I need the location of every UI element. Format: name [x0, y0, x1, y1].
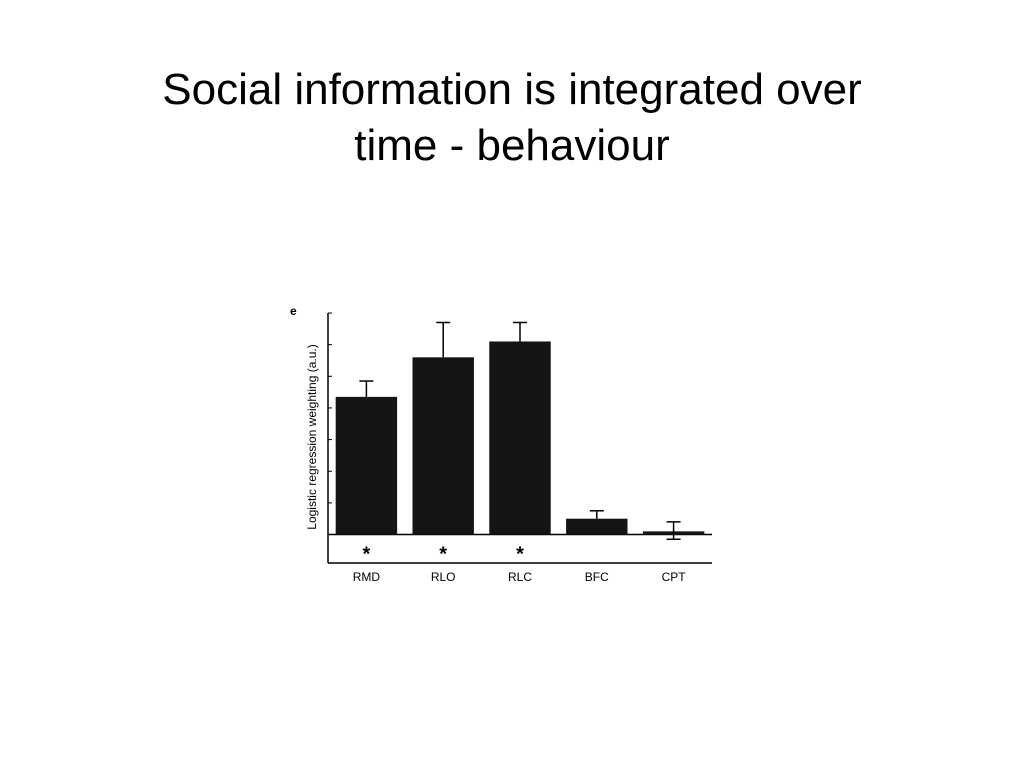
panel-label: e: [290, 304, 297, 318]
x-tick-label-rmd: RMD: [353, 570, 381, 584]
bar-rmd: [335, 396, 398, 535]
slide-title-line-1: Social information is integrated over: [162, 65, 862, 114]
chart-labels: RMD * RLO * RLC * BFC CPT: [353, 544, 687, 584]
bar-bfc: [566, 518, 628, 535]
x-tick-label-rlo: RLO: [431, 570, 456, 584]
significance-marker-rmd: *: [363, 544, 371, 566]
x-tick-label-bfc: BFC: [585, 570, 609, 584]
y-axis-label: Logistic regression weighting (a.u.): [305, 344, 319, 529]
bar-rlc: [489, 341, 551, 535]
bar-chart: e Logistic regression weighting (a.u.) R…: [290, 304, 712, 584]
slide-title: Social information is integrated over ti…: [0, 62, 1024, 174]
significance-marker-rlc: *: [516, 544, 524, 566]
slide-title-line-2: time - behaviour: [354, 121, 670, 170]
x-tick-label-rlc: RLC: [508, 570, 532, 584]
x-tick-label-cpt: CPT: [662, 570, 687, 584]
bar-rlo: [412, 357, 474, 535]
chart-error-bars: [359, 321, 681, 541]
significance-marker-rlo: *: [439, 544, 447, 566]
chart-bars: [335, 341, 705, 535]
